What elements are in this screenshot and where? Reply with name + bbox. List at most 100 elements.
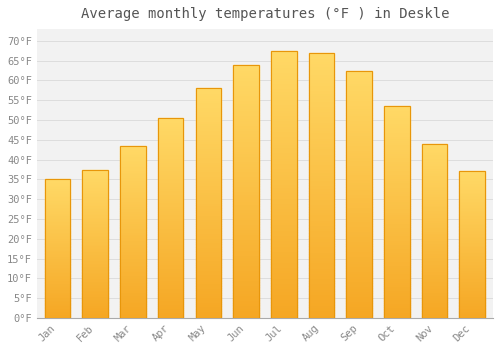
Bar	[234, 131, 259, 133]
Bar	[460, 204, 485, 205]
Bar	[158, 238, 184, 240]
Bar	[271, 307, 296, 310]
Bar	[460, 185, 485, 186]
Bar	[271, 102, 296, 104]
Bar	[384, 220, 409, 223]
Bar	[308, 186, 334, 188]
Bar	[234, 75, 259, 77]
Bar	[384, 233, 409, 235]
Bar	[346, 137, 372, 140]
Bar	[158, 166, 184, 168]
Bar	[196, 120, 221, 123]
Bar	[346, 73, 372, 76]
Bar	[82, 299, 108, 300]
Bar	[384, 231, 409, 233]
Bar	[308, 180, 334, 183]
Bar	[120, 165, 146, 166]
Bar	[271, 147, 296, 149]
Bar	[308, 215, 334, 217]
Bar	[158, 300, 184, 302]
Bar	[44, 257, 70, 258]
Bar	[44, 303, 70, 304]
Bar	[346, 303, 372, 306]
Bar	[158, 130, 184, 132]
Bar	[271, 219, 296, 222]
Bar	[460, 274, 485, 275]
Bar	[158, 270, 184, 272]
Bar	[460, 196, 485, 198]
Bar	[82, 282, 108, 284]
Bar	[234, 146, 259, 148]
Bar	[158, 226, 184, 228]
Bar	[271, 75, 296, 77]
Bar	[384, 284, 409, 286]
Bar	[82, 284, 108, 285]
Bar	[308, 289, 334, 291]
Bar	[82, 266, 108, 267]
Bar	[384, 267, 409, 269]
Bar	[234, 214, 259, 217]
Bar	[460, 316, 485, 318]
Bar	[384, 176, 409, 178]
Bar	[196, 104, 221, 107]
Bar	[384, 288, 409, 290]
Bar	[384, 295, 409, 297]
Bar	[196, 93, 221, 95]
Bar	[120, 206, 146, 208]
Bar	[384, 297, 409, 299]
Bar	[120, 173, 146, 175]
Bar	[120, 223, 146, 225]
Bar	[196, 297, 221, 300]
Bar	[460, 183, 485, 185]
Bar	[271, 152, 296, 155]
Bar	[82, 312, 108, 313]
Bar	[196, 260, 221, 263]
Bar	[346, 244, 372, 246]
Bar	[308, 286, 334, 289]
Bar	[234, 135, 259, 138]
Bar	[346, 184, 372, 187]
Bar	[308, 225, 334, 228]
Bar	[271, 51, 296, 54]
Bar	[120, 316, 146, 318]
Bar	[82, 293, 108, 294]
Bar	[82, 232, 108, 233]
Bar	[120, 216, 146, 218]
Bar	[234, 280, 259, 282]
Bar	[271, 163, 296, 166]
Bar	[271, 214, 296, 216]
Bar	[82, 229, 108, 230]
Bar	[422, 295, 448, 297]
Bar	[422, 180, 448, 182]
Bar	[271, 168, 296, 171]
Bar	[234, 229, 259, 232]
Bar	[346, 150, 372, 152]
Bar	[44, 193, 70, 195]
Bar	[44, 197, 70, 199]
Bar	[308, 63, 334, 66]
Bar	[158, 188, 184, 190]
Bar	[308, 172, 334, 175]
Bar	[384, 127, 409, 130]
Bar	[158, 314, 184, 316]
Bar	[460, 287, 485, 289]
Bar	[271, 160, 296, 163]
Bar	[308, 291, 334, 294]
Bar	[460, 215, 485, 217]
Bar	[196, 288, 221, 290]
Bar	[308, 228, 334, 230]
Bar	[384, 130, 409, 132]
Bar	[196, 146, 221, 148]
Bar	[271, 142, 296, 144]
Bar	[346, 276, 372, 278]
Bar	[44, 183, 70, 185]
Bar	[308, 177, 334, 180]
Bar	[82, 224, 108, 226]
Bar	[234, 186, 259, 189]
Bar	[158, 154, 184, 156]
Bar	[234, 267, 259, 270]
Bar	[196, 258, 221, 260]
Bar	[384, 286, 409, 288]
Bar	[158, 134, 184, 136]
Bar	[44, 296, 70, 297]
